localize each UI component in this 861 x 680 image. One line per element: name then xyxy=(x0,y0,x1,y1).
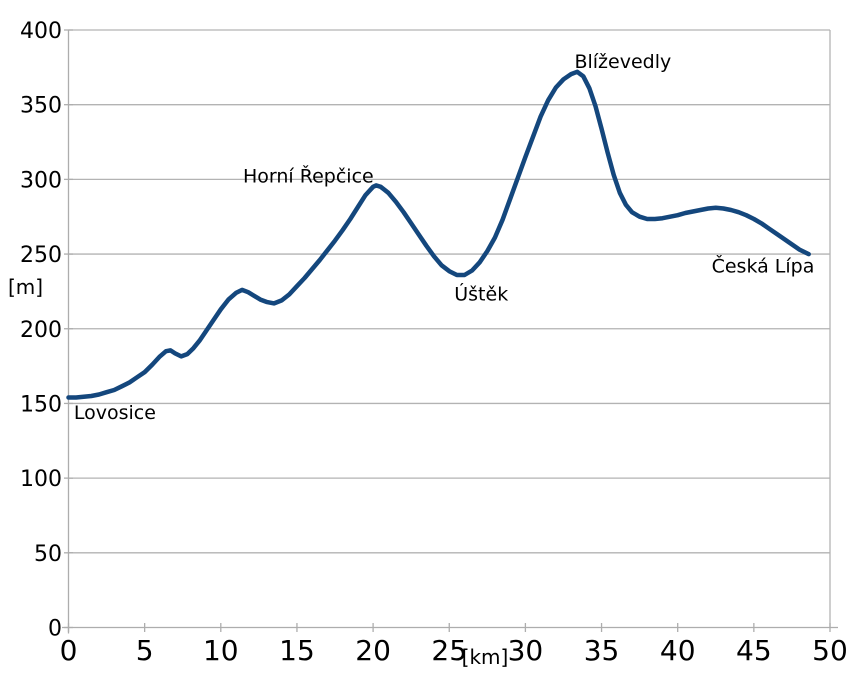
x-tick-label: 40 xyxy=(660,634,696,667)
y-tick-label: 400 xyxy=(20,19,62,44)
gridlines-group xyxy=(68,29,830,554)
ticks-group xyxy=(64,29,831,632)
x-tick-label: 35 xyxy=(584,634,620,667)
y-tick-label: 300 xyxy=(20,168,62,193)
y-tick-label: 150 xyxy=(20,392,62,417)
y-tick-label: 350 xyxy=(20,94,62,119)
annotation-lovosice: Lovosice xyxy=(74,402,156,424)
x-tick-label: 50 xyxy=(812,634,848,667)
x-tick-label: 0 xyxy=(60,634,78,667)
y-tick-label: 100 xyxy=(20,467,62,492)
y-tick-label: 200 xyxy=(20,318,62,343)
annotation-horni-repcice: Horní Řepčice xyxy=(243,164,374,187)
annotation-blizevedly: Blíževedly xyxy=(574,51,671,73)
y-tick-label: 0 xyxy=(48,617,62,642)
tick-labels-group: 0 50 100 150 200 250 300 350 400 0 5 10 15 20 25 30 35 40… xyxy=(20,19,848,667)
x-tick-label: 15 xyxy=(279,634,315,667)
x-tick-label: 30 xyxy=(508,634,544,667)
elevation-series-line xyxy=(66,69,811,400)
x-tick-label: 25 xyxy=(431,634,467,667)
y-tick-label: 250 xyxy=(20,243,62,268)
x-tick-label: 5 xyxy=(136,634,154,667)
annotation-ustek: Úštěk xyxy=(454,281,508,305)
x-axis-unit-label: [km] xyxy=(462,645,509,669)
x-tick-label: 45 xyxy=(736,634,772,667)
x-tick-label: 20 xyxy=(355,634,391,667)
annotation-ceska-lipa: Česká Lípa xyxy=(712,254,815,278)
x-tick-label: 10 xyxy=(203,634,239,667)
y-tick-label: 50 xyxy=(34,542,62,567)
annotations-group: Lovosice Horní Řepčice Úštěk Blíževedly Česk… xyxy=(74,51,815,424)
y-axis-unit-label: [m] xyxy=(8,275,43,299)
